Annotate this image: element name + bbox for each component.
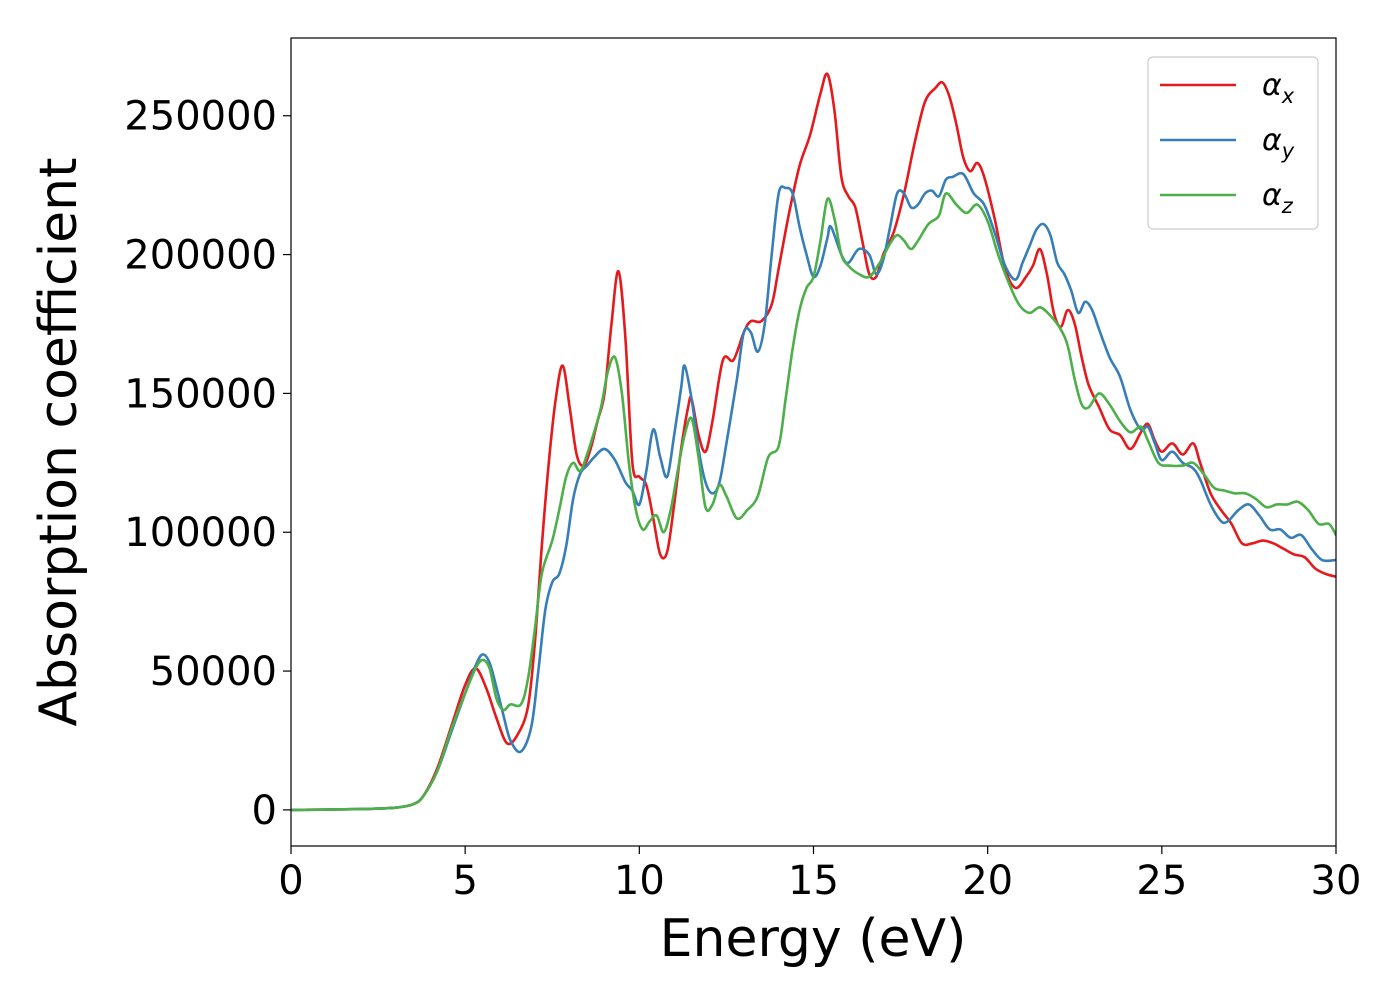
y-tick-label: 150000	[124, 371, 277, 417]
legend-box	[1147, 56, 1319, 230]
series-line-y	[291, 171, 1336, 812]
legend-label-y: αy	[1262, 123, 1295, 163]
y-axis-label: Absorption coefficient	[29, 157, 89, 726]
y-tick-label: 0	[252, 788, 277, 834]
x-tick-label: 15	[788, 858, 839, 904]
y-tick-label: 100000	[124, 510, 277, 556]
legend: αx αy αz	[1147, 56, 1319, 230]
y-tick-label: 200000	[124, 233, 277, 279]
x-tick-label: 20	[962, 858, 1013, 904]
x-axis-label: Energy (eV)	[660, 909, 967, 969]
y-axis-ticks: 0 50000 100000 150000 200000 250000	[124, 94, 291, 834]
x-tick-label: 0	[278, 858, 303, 904]
series-line-z	[291, 192, 1336, 812]
series-group	[291, 72, 1336, 812]
legend-label-z: αz	[1262, 178, 1294, 218]
x-tick-label: 5	[452, 858, 477, 904]
x-tick-label: 25	[1136, 858, 1187, 904]
x-axis-ticks: 0 5 10 15 20 25 30	[278, 846, 1361, 904]
x-tick-label: 10	[614, 858, 665, 904]
legend-label-x: αx	[1262, 68, 1295, 108]
x-tick-label: 30	[1311, 858, 1362, 904]
y-tick-label: 50000	[150, 649, 277, 695]
y-tick-label: 250000	[124, 94, 277, 140]
